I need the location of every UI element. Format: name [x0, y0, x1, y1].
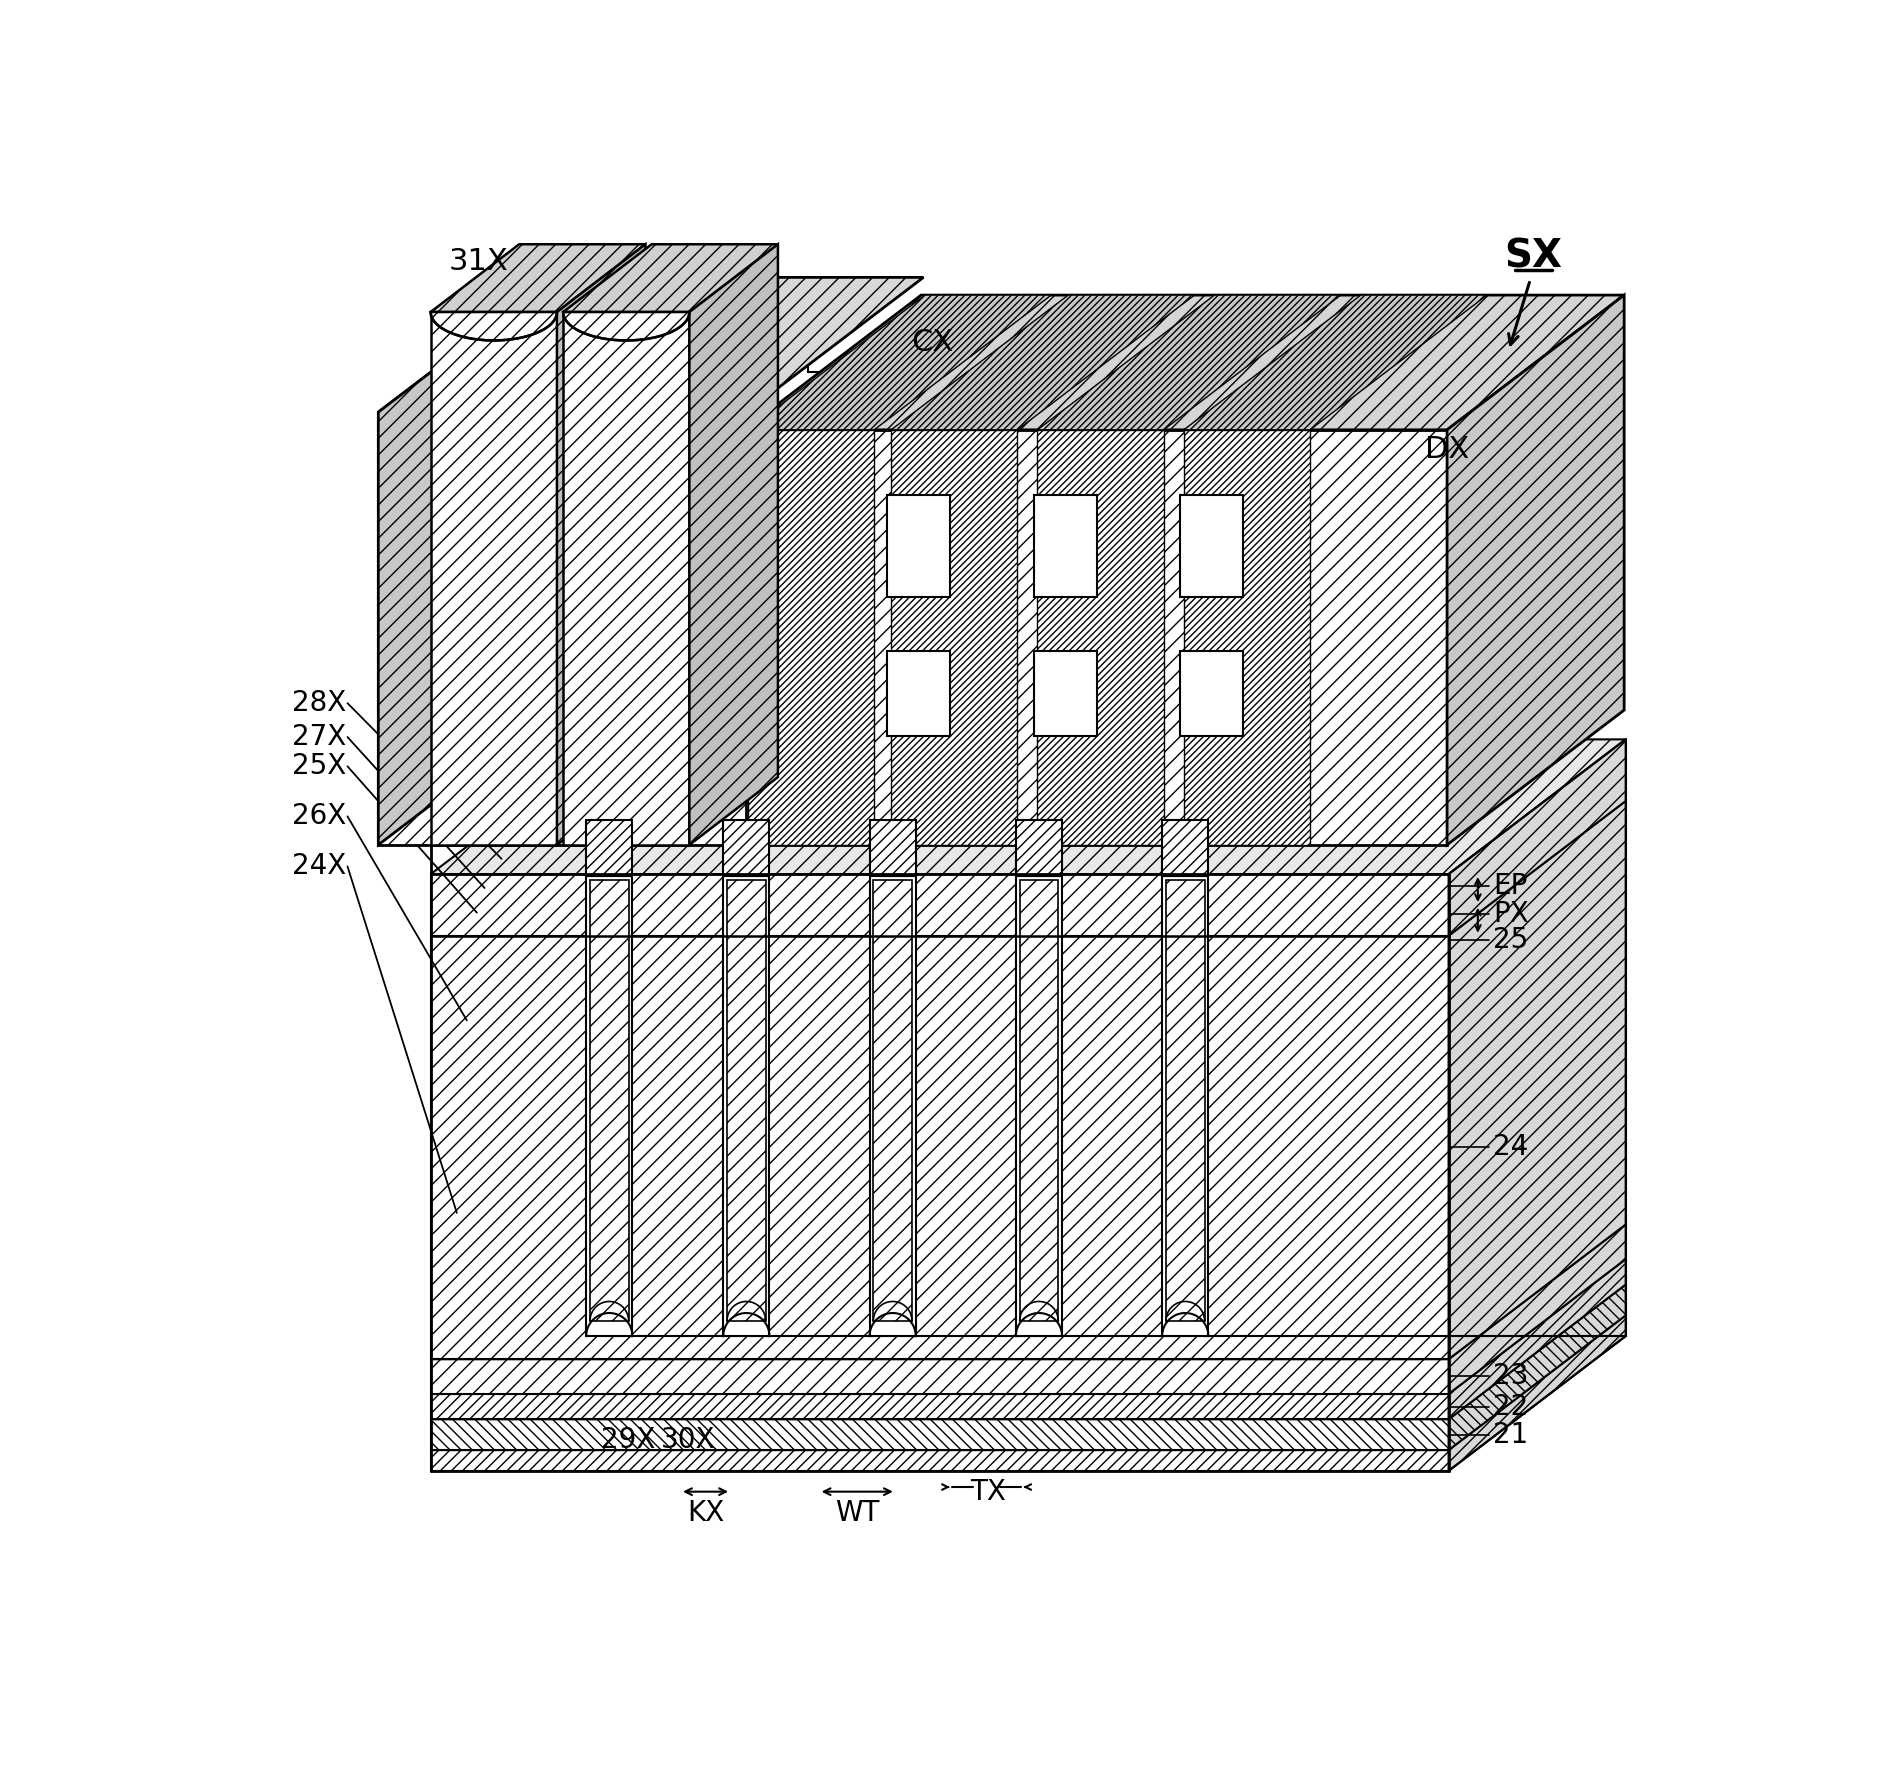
Polygon shape: [1166, 879, 1205, 1321]
Polygon shape: [1162, 819, 1209, 876]
Polygon shape: [1449, 1284, 1626, 1450]
Text: 25: 25: [1493, 925, 1528, 954]
Polygon shape: [870, 876, 916, 1337]
Text: 28X: 28X: [291, 689, 346, 717]
Polygon shape: [431, 1450, 1449, 1471]
Polygon shape: [1162, 876, 1209, 1337]
Text: CX: CX: [912, 328, 953, 357]
Polygon shape: [1181, 494, 1243, 597]
Polygon shape: [431, 1420, 1449, 1450]
Polygon shape: [378, 277, 555, 844]
Polygon shape: [431, 936, 1449, 1360]
Polygon shape: [431, 1284, 1626, 1420]
Text: 30X: 30X: [662, 1427, 716, 1453]
Polygon shape: [870, 819, 916, 876]
Polygon shape: [1034, 494, 1096, 597]
Polygon shape: [891, 295, 1194, 429]
Polygon shape: [431, 1360, 1449, 1393]
Polygon shape: [587, 876, 632, 1337]
Polygon shape: [431, 874, 1449, 936]
Text: 27X: 27X: [291, 722, 346, 751]
Polygon shape: [431, 1224, 1626, 1360]
Polygon shape: [748, 295, 1051, 429]
Polygon shape: [1184, 429, 1310, 844]
Polygon shape: [874, 879, 912, 1321]
Polygon shape: [431, 1259, 1626, 1393]
Text: 29X: 29X: [602, 1427, 656, 1453]
Text: EP: EP: [1493, 872, 1528, 899]
Polygon shape: [1449, 1224, 1626, 1393]
Polygon shape: [891, 429, 1017, 844]
Polygon shape: [1449, 802, 1626, 1360]
Text: SX: SX: [1504, 238, 1562, 275]
Polygon shape: [431, 1316, 1626, 1450]
Polygon shape: [431, 313, 556, 341]
Text: DX: DX: [1425, 434, 1470, 464]
Polygon shape: [1019, 879, 1058, 1321]
Polygon shape: [1184, 295, 1487, 429]
Polygon shape: [1034, 652, 1096, 735]
Polygon shape: [1015, 819, 1062, 876]
Polygon shape: [1181, 652, 1243, 735]
Text: 22: 22: [1493, 1393, 1528, 1422]
Polygon shape: [887, 652, 951, 735]
Polygon shape: [564, 313, 690, 844]
Text: PX: PX: [1493, 901, 1528, 929]
Polygon shape: [378, 277, 923, 411]
Polygon shape: [690, 244, 778, 844]
Polygon shape: [1038, 295, 1340, 429]
Polygon shape: [748, 429, 874, 844]
Text: 24X: 24X: [291, 853, 346, 881]
Polygon shape: [1015, 876, 1062, 1337]
Polygon shape: [431, 313, 556, 844]
Text: 21: 21: [1493, 1420, 1528, 1448]
Polygon shape: [724, 876, 769, 1337]
Text: 26X: 26X: [291, 802, 346, 830]
Text: 25X: 25X: [291, 752, 346, 781]
Polygon shape: [564, 244, 778, 313]
Polygon shape: [587, 819, 632, 876]
Text: TX: TX: [970, 1478, 1006, 1506]
Polygon shape: [431, 740, 1626, 874]
Polygon shape: [1449, 1316, 1626, 1471]
Text: KX: KX: [686, 1499, 724, 1528]
Polygon shape: [744, 429, 1448, 844]
Polygon shape: [590, 879, 628, 1321]
Polygon shape: [724, 819, 769, 876]
Polygon shape: [431, 244, 645, 313]
Polygon shape: [431, 1393, 1449, 1420]
Text: 24: 24: [1493, 1134, 1528, 1162]
Polygon shape: [431, 802, 1626, 936]
Text: 31X: 31X: [449, 247, 508, 277]
Polygon shape: [1449, 740, 1626, 936]
Polygon shape: [556, 244, 645, 844]
Polygon shape: [744, 295, 1624, 429]
Polygon shape: [378, 411, 746, 844]
Text: 23: 23: [1493, 1362, 1528, 1390]
Polygon shape: [1448, 295, 1624, 844]
Polygon shape: [564, 313, 690, 341]
Text: WT: WT: [835, 1499, 880, 1528]
Polygon shape: [887, 494, 951, 597]
Polygon shape: [728, 879, 765, 1321]
Polygon shape: [1038, 429, 1164, 844]
Polygon shape: [1449, 1259, 1626, 1420]
